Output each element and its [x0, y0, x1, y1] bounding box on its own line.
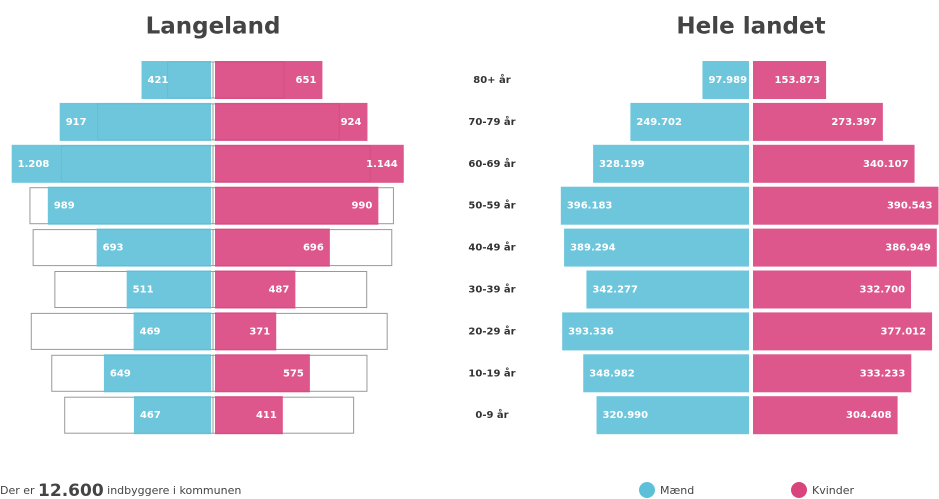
value-label: 421	[148, 75, 169, 86]
age-label: 0-9 år	[475, 408, 508, 421]
value-label: 990	[351, 201, 372, 212]
age-label: 60-69 år	[468, 157, 515, 170]
bar	[96, 228, 211, 267]
value-label: 511	[133, 285, 154, 296]
legend-swatch	[791, 482, 807, 498]
bar	[126, 270, 211, 309]
bar	[133, 312, 211, 351]
age-label: 40-49 år	[468, 241, 515, 254]
value-label: 924	[341, 117, 362, 128]
age-label: 80+ år	[473, 73, 511, 86]
value-label: 390.543	[887, 201, 933, 212]
bar	[215, 396, 283, 435]
bar	[583, 354, 749, 393]
legend-swatch	[639, 482, 655, 498]
age-label: 50-59 år	[468, 199, 515, 212]
value-label: 989	[54, 201, 75, 212]
chart-title: Langeland	[146, 14, 281, 40]
chart-title: Hele landet	[676, 14, 825, 40]
value-label: 340.107	[863, 159, 909, 170]
bar	[753, 396, 898, 435]
value-label: 469	[140, 326, 161, 337]
bar	[11, 144, 212, 183]
bar	[141, 61, 211, 99]
value-label: 651	[296, 75, 317, 86]
bar	[753, 354, 912, 393]
value-label: 1.144	[366, 159, 398, 170]
bar	[215, 228, 330, 267]
age-label: 20-29 år	[468, 324, 515, 337]
footer-after: indbyggere i kommunen	[107, 484, 241, 497]
value-label: 917	[66, 117, 87, 128]
bar	[215, 102, 368, 141]
value-label: 386.949	[885, 243, 931, 254]
bar	[593, 144, 749, 183]
bar	[215, 186, 379, 225]
value-label: 328.199	[599, 159, 645, 170]
bar	[630, 102, 749, 141]
bar	[215, 144, 404, 183]
value-label: 304.408	[846, 410, 892, 421]
bar	[560, 186, 749, 225]
national-outline	[212, 312, 388, 350]
value-label: 1.208	[18, 159, 50, 170]
legend-label: Kvinder	[812, 484, 855, 497]
bar	[59, 102, 211, 141]
bar	[753, 270, 912, 309]
bar	[133, 396, 211, 435]
value-label: 696	[303, 243, 324, 254]
bar	[753, 102, 883, 141]
value-label: 467	[140, 410, 161, 421]
bar	[215, 312, 277, 351]
bar	[753, 186, 939, 225]
footer-total: 12.600	[38, 481, 104, 499]
bar	[596, 396, 749, 435]
bar	[702, 61, 749, 99]
value-label: 411	[256, 410, 277, 421]
age-label: 70-79 år	[468, 115, 515, 128]
value-label: 649	[110, 368, 131, 379]
value-label: 396.183	[567, 201, 613, 212]
national-outline	[212, 396, 355, 434]
bar	[103, 354, 211, 393]
bar	[753, 61, 827, 99]
value-label: 320.990	[603, 410, 649, 421]
value-label: 693	[103, 243, 124, 254]
age-label: 30-39 år	[468, 283, 515, 296]
value-label: 575	[283, 368, 304, 379]
bar	[562, 312, 749, 351]
value-label: 97.989	[708, 75, 747, 86]
value-label: 273.397	[831, 117, 877, 128]
value-label: 348.982	[589, 368, 635, 379]
bar	[586, 270, 749, 309]
bar	[215, 354, 310, 393]
bar	[753, 228, 937, 267]
legend-label: Mænd	[660, 484, 694, 497]
age-label: 10-19 år	[468, 366, 515, 379]
value-label: 342.277	[592, 285, 638, 296]
value-label: 153.873	[775, 75, 821, 86]
value-label: 377.012	[881, 326, 927, 337]
value-label: 393.336	[568, 326, 614, 337]
footer-before: Der er	[0, 484, 35, 497]
footer-text: Der er 12.600 indbyggere i kommunen	[0, 481, 241, 499]
bar	[753, 144, 915, 183]
value-label: 389.294	[570, 243, 616, 254]
bar	[47, 186, 211, 225]
bar	[215, 270, 296, 309]
value-label: 249.702	[636, 117, 682, 128]
bar	[753, 312, 933, 351]
value-label: 371	[249, 326, 270, 337]
bar	[564, 228, 749, 267]
value-label: 487	[268, 285, 289, 296]
bar	[215, 61, 323, 99]
value-label: 333.233	[860, 368, 906, 379]
value-label: 332.700	[859, 285, 905, 296]
